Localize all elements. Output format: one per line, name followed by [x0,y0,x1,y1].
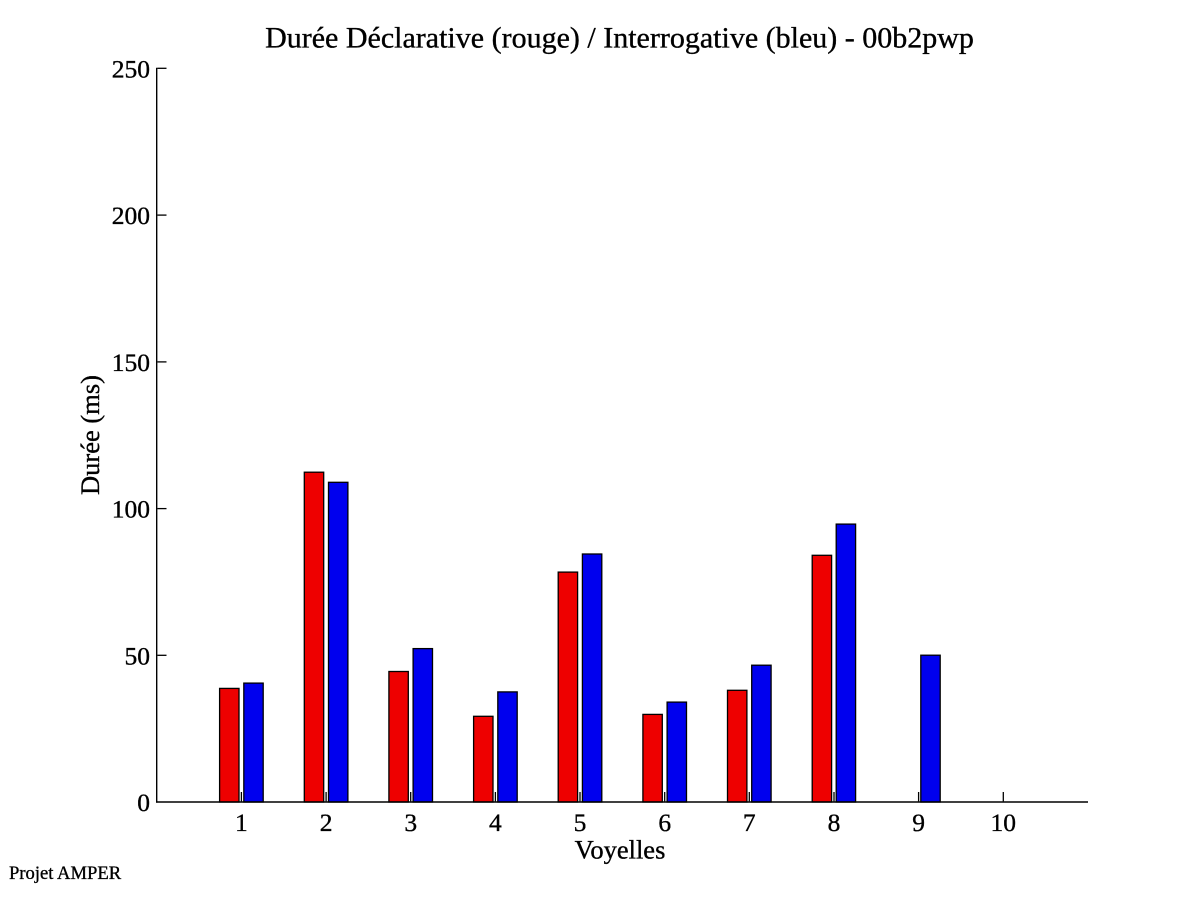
svg-text:100: 100 [112,495,150,524]
svg-text:Voyelles: Voyelles [575,835,666,865]
svg-text:Durée (ms): Durée (ms) [75,375,105,495]
svg-text:0: 0 [137,788,150,817]
svg-text:1: 1 [235,808,248,837]
svg-text:10: 10 [991,808,1017,837]
svg-text:200: 200 [112,201,150,230]
svg-text:4: 4 [489,808,502,837]
svg-text:8: 8 [828,808,841,837]
svg-text:6: 6 [658,808,671,837]
svg-text:9: 9 [912,808,925,837]
svg-text:Durée Déclarative (rouge) / In: Durée Déclarative (rouge) / Interrogativ… [265,22,974,55]
svg-text:3: 3 [404,808,417,837]
svg-text:5: 5 [574,808,587,837]
svg-text:250: 250 [112,54,150,83]
svg-text:Projet AMPER: Projet AMPER [9,863,122,884]
svg-text:150: 150 [112,348,150,377]
svg-text:50: 50 [125,641,151,670]
svg-text:7: 7 [743,808,756,837]
svg-text:2: 2 [320,808,333,837]
